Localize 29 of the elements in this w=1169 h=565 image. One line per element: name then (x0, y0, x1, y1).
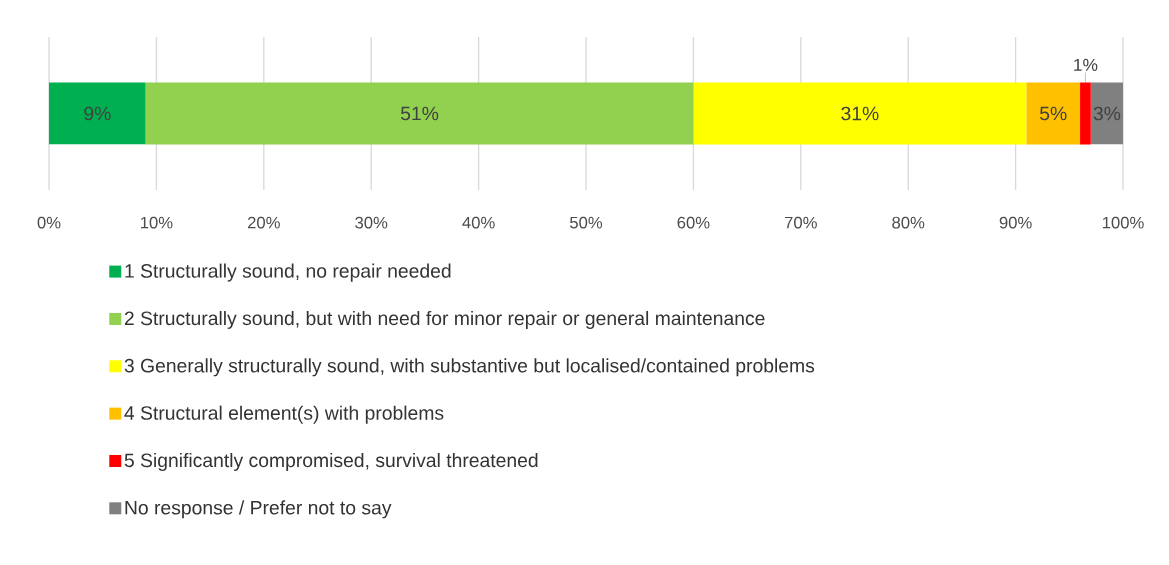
legend-label: 3 Generally structurally sound, with substantive but localised/contained problems (124, 358, 815, 377)
bar (1080, 82, 1091, 145)
data-label: 3% (1093, 106, 1121, 121)
x-tick-label: 60% (677, 216, 710, 229)
x-tick-label: 20% (247, 216, 280, 229)
x-tick-label: 50% (570, 216, 603, 229)
bar (145, 82, 694, 145)
bar (1026, 82, 1081, 145)
x-tick-label: 100% (1102, 216, 1144, 229)
x-tick-label: 70% (784, 216, 817, 229)
data-label: 51% (400, 106, 439, 121)
data-label: 31% (841, 106, 879, 121)
data-label: 9% (84, 106, 111, 121)
bar (49, 82, 146, 145)
legend-label: 5 Significantly compromised, survival threatened (124, 452, 538, 471)
x-tick-label: 0% (37, 216, 61, 229)
legend-label: 4 Structural element(s) with problems (124, 405, 444, 424)
x-tick-label: 40% (462, 216, 495, 229)
bar (693, 82, 1027, 145)
data-label: 1% (1074, 58, 1098, 71)
x-tick-label: 30% (355, 216, 388, 229)
x-tick-label: 80% (892, 216, 925, 229)
legend-label: 2 Structurally sound, but with need for minor repair or general maintenance (124, 310, 765, 329)
x-tick-label: 10% (141, 216, 173, 229)
x-tick-label: 90% (999, 216, 1032, 229)
legend-label: 1 Structurally sound, no repair needed (125, 263, 451, 282)
data-label: 5% (1040, 106, 1067, 121)
legend-label: No response / Prefer not to say (125, 500, 392, 519)
bar (1090, 82, 1124, 145)
